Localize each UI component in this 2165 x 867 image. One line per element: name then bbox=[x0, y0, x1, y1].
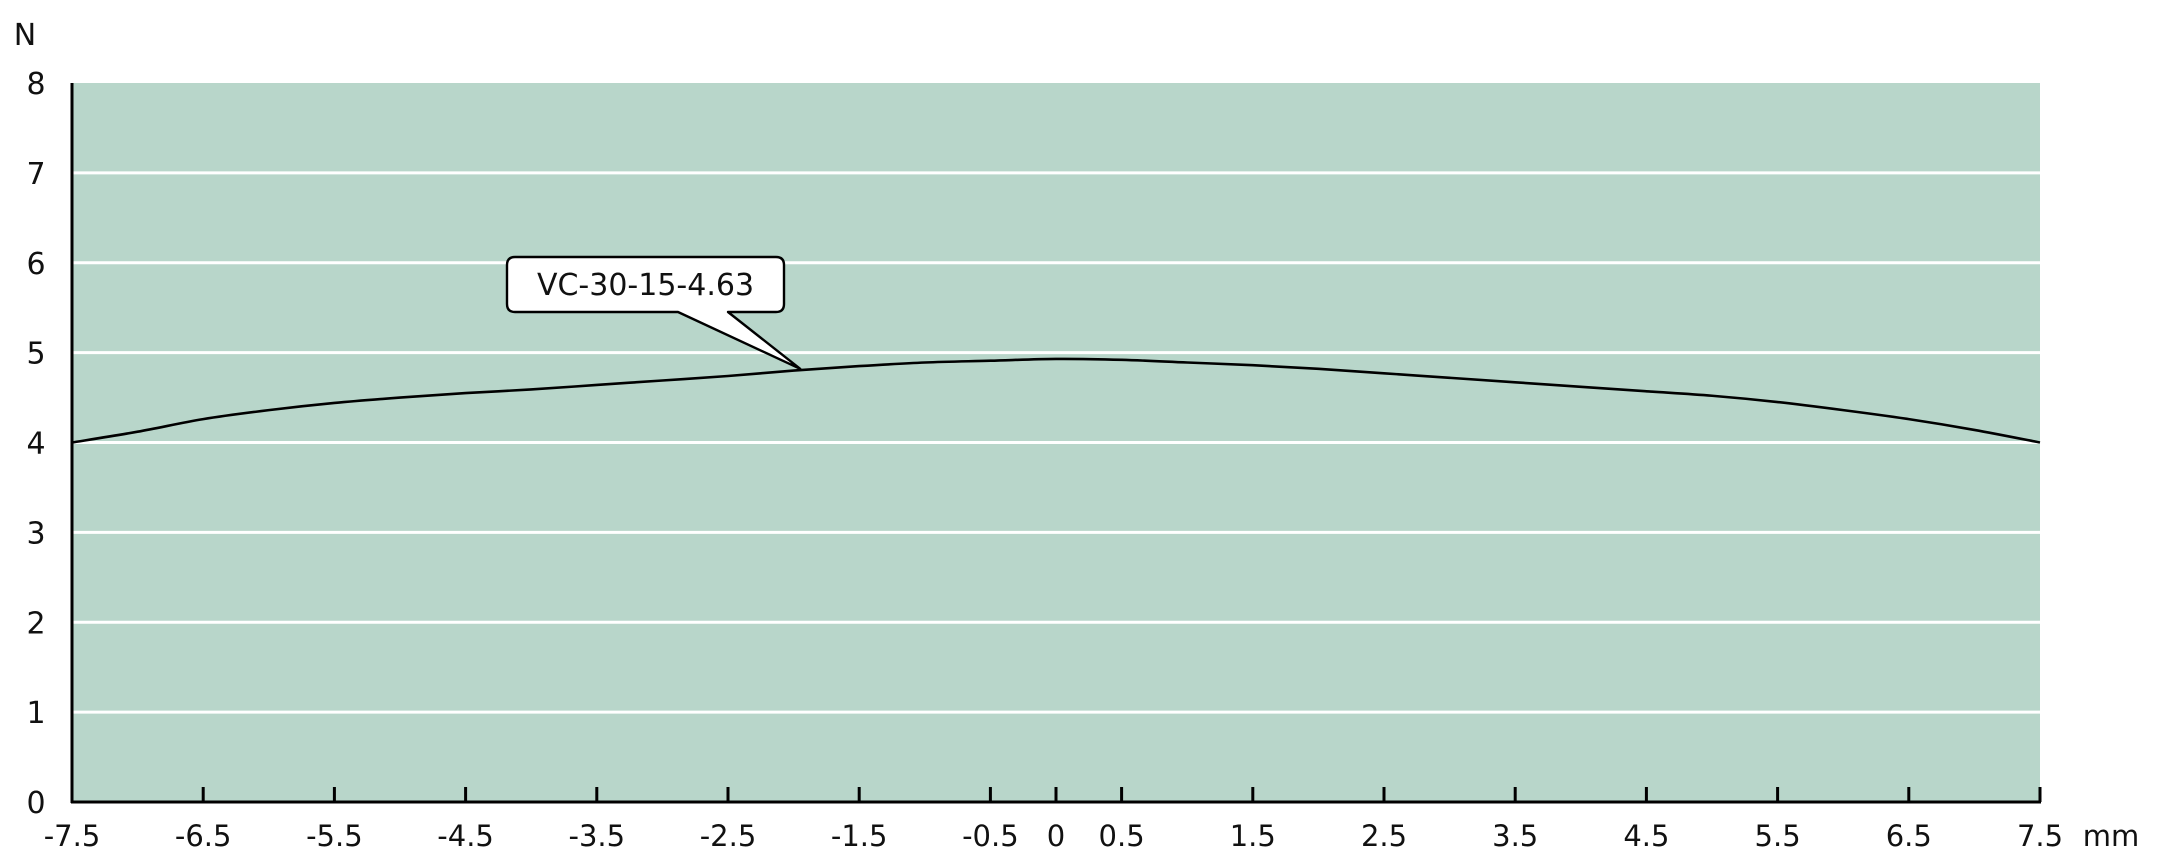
x-tick-label: -6.5 bbox=[175, 819, 232, 853]
y-tick-label: 6 bbox=[26, 247, 45, 282]
series-callout bbox=[505, 255, 802, 371]
x-tick-label: -1.5 bbox=[831, 819, 888, 853]
x-tick-label: 2.5 bbox=[1361, 819, 1407, 853]
x-tick-label: -5.5 bbox=[306, 819, 363, 853]
y-tick-label: 1 bbox=[26, 696, 45, 731]
x-tick-label: 3.5 bbox=[1492, 819, 1538, 853]
tick-labels: -7.5 -6.5 -5.5 -4.5 -3.5 -2.5 -1.5 -0.5 0 0.5 1.5 2… bbox=[26, 67, 2063, 853]
y-tick-label: 2 bbox=[26, 606, 45, 641]
x-tick-label: -3.5 bbox=[569, 819, 626, 853]
y-tick-label: 7 bbox=[26, 157, 45, 192]
gridlines bbox=[72, 171, 2040, 714]
y-axis-label: N bbox=[14, 18, 36, 53]
x-tick-label: 0 bbox=[1047, 819, 1065, 853]
x-tick-label: -4.5 bbox=[437, 819, 494, 853]
y-tick-label: 4 bbox=[26, 427, 45, 462]
x-tick-label: -7.5 bbox=[44, 819, 101, 853]
y-tick-label: 5 bbox=[26, 337, 45, 372]
x-tick-label: -0.5 bbox=[962, 819, 1019, 853]
x-tick-label: 1.5 bbox=[1230, 819, 1276, 853]
y-tick-label: 3 bbox=[26, 516, 45, 551]
series-line bbox=[71, 357, 2041, 444]
annotations: VC-30-15-4.63 bbox=[505, 255, 802, 371]
series-callout-label: VC-30-15-4.63 bbox=[537, 268, 754, 303]
x-axis-label: mm bbox=[2083, 819, 2140, 853]
series-lines bbox=[71, 357, 2041, 444]
y-tick-label: 0 bbox=[26, 786, 45, 821]
x-tick-label: 4.5 bbox=[1623, 819, 1669, 853]
x-tick-label: -2.5 bbox=[700, 819, 757, 853]
axes bbox=[70, 83, 2042, 804]
x-tick-label: 0.5 bbox=[1099, 819, 1145, 853]
y-tick-label: 8 bbox=[26, 67, 45, 102]
x-tick-label: 6.5 bbox=[1886, 819, 1932, 853]
x-tick-label: 5.5 bbox=[1755, 819, 1801, 853]
x-tick-label: 7.5 bbox=[2017, 819, 2063, 853]
